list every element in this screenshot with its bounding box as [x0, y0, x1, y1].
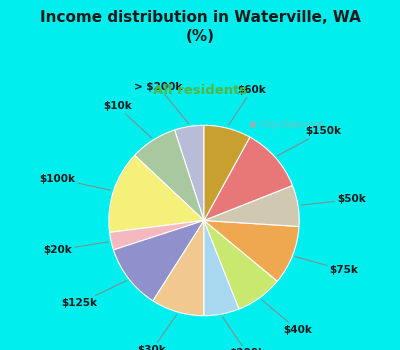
Wedge shape: [204, 220, 239, 316]
Wedge shape: [204, 125, 250, 220]
Text: $50k: $50k: [301, 194, 366, 205]
Text: $40k: $40k: [262, 300, 312, 335]
Wedge shape: [204, 137, 292, 220]
Wedge shape: [109, 155, 204, 232]
Wedge shape: [114, 220, 204, 301]
Text: $150k: $150k: [278, 126, 342, 156]
Text: > $200k: > $200k: [134, 82, 189, 124]
Text: ● City-Data.com: ● City-Data.com: [248, 120, 324, 129]
Text: $125k: $125k: [61, 281, 126, 308]
Wedge shape: [204, 186, 299, 226]
Text: Income distribution in Waterville, WA
(%): Income distribution in Waterville, WA (%…: [40, 10, 360, 44]
Text: $100k: $100k: [40, 174, 111, 190]
Text: $20k: $20k: [43, 242, 108, 255]
Text: All residents: All residents: [153, 84, 247, 97]
Text: $10k: $10k: [103, 102, 152, 138]
Wedge shape: [204, 220, 299, 281]
Wedge shape: [110, 220, 204, 250]
Wedge shape: [153, 220, 204, 316]
Wedge shape: [135, 130, 204, 220]
Text: $75k: $75k: [295, 257, 358, 275]
Wedge shape: [204, 220, 277, 309]
Text: $30k: $30k: [138, 315, 177, 350]
Text: $60k: $60k: [228, 85, 266, 126]
Wedge shape: [174, 125, 204, 220]
Text: $200k: $200k: [222, 317, 265, 350]
